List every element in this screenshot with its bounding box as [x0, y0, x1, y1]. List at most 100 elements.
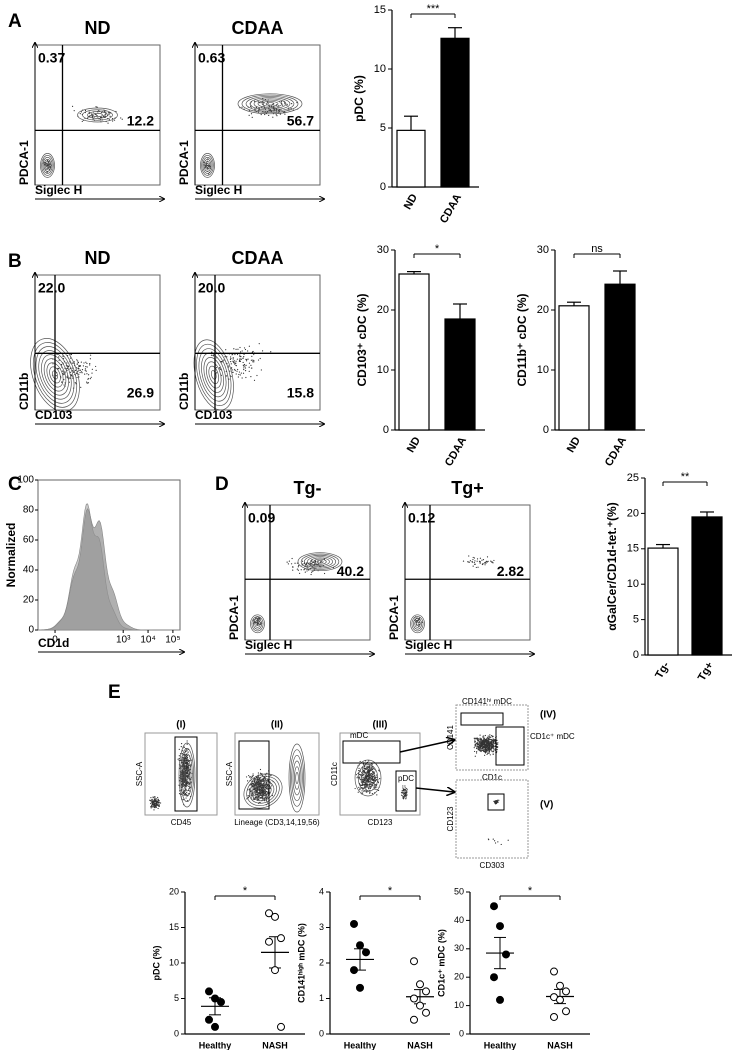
event-dot: [86, 373, 88, 375]
event-dot: [376, 776, 378, 778]
event-dot: [479, 741, 481, 743]
event-dot: [264, 779, 266, 782]
event-dot: [488, 738, 490, 740]
event-dot: [371, 793, 373, 795]
event-dot: [260, 369, 262, 371]
significance: *: [388, 885, 393, 897]
event-dot: [416, 620, 418, 622]
event-dot: [483, 750, 486, 753]
contour: [259, 788, 267, 794]
event-dot: [403, 792, 405, 794]
plot-frame: [234, 732, 320, 816]
bar: [444, 318, 476, 431]
event-dot: [248, 795, 250, 798]
event-dot: [298, 564, 300, 567]
event-dot: [362, 784, 364, 786]
event-dot: [243, 347, 246, 349]
event-dot: [247, 797, 249, 799]
event-dot: [310, 573, 312, 576]
event-dot: [357, 772, 359, 775]
event-dot: [491, 742, 493, 744]
contour: [201, 155, 214, 176]
event-dot: [259, 785, 261, 787]
event-dot: [81, 369, 84, 371]
event-dot: [266, 779, 268, 781]
event-dot: [153, 809, 155, 811]
event-dot: [78, 364, 80, 367]
y-axis-label: pDC (%): [151, 946, 161, 981]
contour: [313, 558, 327, 565]
contour: [364, 773, 372, 783]
event-dot: [488, 744, 490, 746]
event-dot: [489, 735, 491, 737]
event-dot: [159, 802, 162, 804]
event-dot: [252, 773, 254, 775]
event-dot: [261, 796, 263, 799]
event-dot: [157, 799, 159, 802]
event-dot: [91, 372, 93, 374]
event-dot: [87, 382, 90, 384]
event-dot: [223, 359, 225, 361]
event-dot: [400, 794, 403, 796]
y-tick-label: 0: [28, 625, 34, 636]
event-dot: [245, 364, 247, 366]
event-dot: [264, 786, 266, 789]
event-dot: [243, 367, 245, 369]
chart: 0 10 20 30 40 50 CD1c⁺ mDC (%) Healthy NASH *: [436, 885, 590, 1050]
event-dot: [480, 748, 482, 750]
contour: [46, 362, 64, 388]
event-dot: [255, 791, 257, 793]
event-dot: [91, 368, 93, 370]
event-dot: [400, 792, 403, 794]
event-dot: [297, 566, 299, 568]
event-dot: [484, 564, 486, 566]
event-dot: [152, 803, 154, 805]
event-dot: [215, 367, 218, 369]
event-dot: [488, 747, 490, 750]
event-dot: [257, 623, 259, 625]
event-dot: [150, 807, 152, 809]
contour: [415, 621, 420, 626]
event-dot: [236, 353, 239, 356]
event-dot: [186, 771, 189, 774]
event-dot: [207, 167, 209, 169]
event-dot: [488, 736, 490, 739]
y-axis-label: SSC-A: [225, 761, 234, 786]
gating-title: (II): [271, 720, 283, 731]
contour: [361, 768, 375, 788]
x-axis-label: CD1c: [482, 773, 502, 782]
event-dot: [261, 790, 263, 793]
event-dot: [482, 559, 485, 561]
event-dot: [485, 746, 487, 749]
event-dot: [375, 776, 377, 778]
event-dot: [299, 572, 301, 575]
event-dot: [256, 785, 258, 787]
event-dot: [238, 373, 240, 376]
event-dot: [493, 559, 495, 562]
event-dot: [239, 358, 241, 360]
y-axis-label: PDCA-1: [17, 140, 31, 185]
contour: [251, 616, 264, 632]
event-dot: [178, 755, 180, 757]
event-dot: [150, 800, 152, 802]
event-dot: [258, 791, 260, 793]
event-dot: [152, 796, 154, 798]
event-dot: [244, 348, 247, 351]
event-dot: [62, 355, 64, 358]
event-dot: [221, 361, 223, 363]
y-tick-label: 10: [627, 578, 639, 590]
y-tick-label: 0: [459, 1028, 464, 1038]
event-dot: [490, 560, 492, 562]
event-dot: [480, 745, 482, 747]
bar: [647, 547, 679, 656]
event-dot: [473, 561, 475, 564]
event-dot: [70, 353, 72, 355]
gate-value: 0.63: [198, 50, 225, 66]
flow-title: Tg-: [294, 478, 322, 498]
event-dot: [310, 571, 313, 573]
event-dot: [184, 757, 186, 759]
contour: [206, 361, 222, 389]
contour: [354, 759, 382, 797]
event-dot: [255, 793, 257, 795]
event-dot: [255, 789, 257, 791]
